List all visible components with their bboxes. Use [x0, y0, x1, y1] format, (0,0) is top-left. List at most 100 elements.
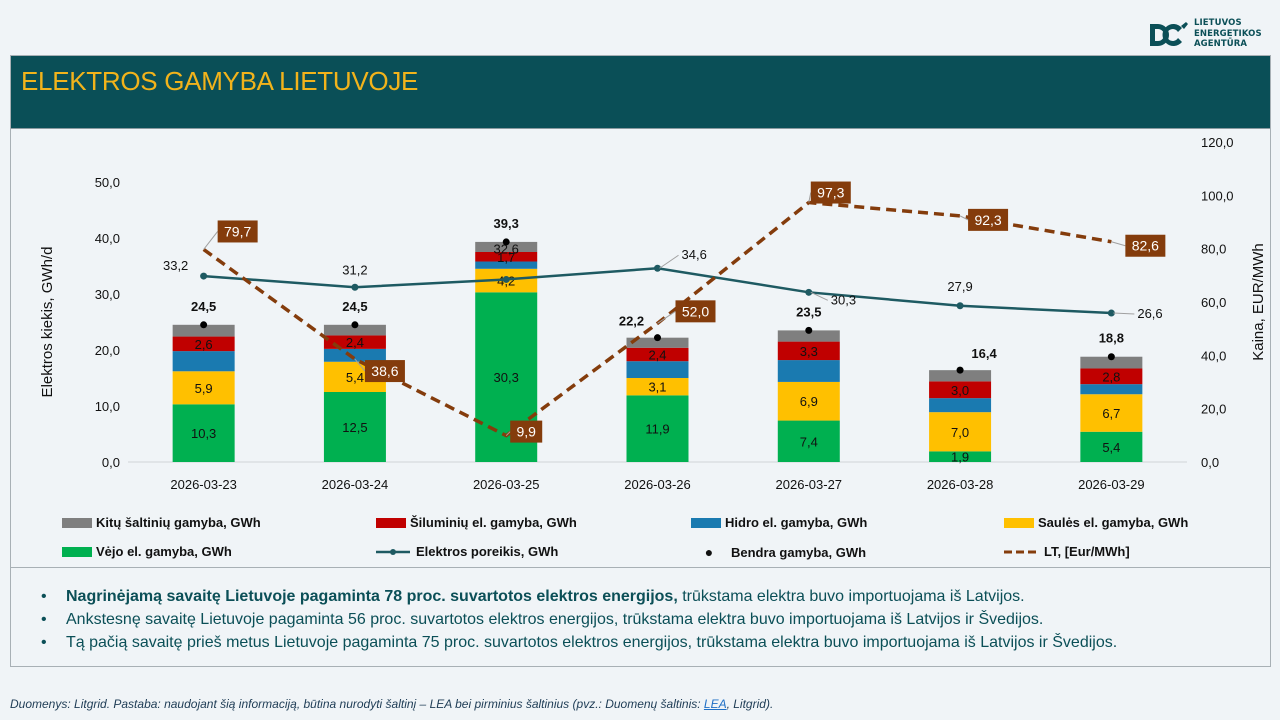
- demand-point: [654, 264, 661, 272]
- total-marker: [1107, 353, 1115, 361]
- footer-note: Duomenys: Litgrid. Pastaba: naudojant ši…: [10, 697, 773, 711]
- total-marker: [956, 366, 964, 374]
- lea-logo-text: LIETUVOS ENERGETIKOS AGENTŪRA: [1194, 18, 1262, 50]
- bar-segment-thermal: [777, 341, 840, 361]
- total-marker: [654, 334, 661, 342]
- price-label: 79,7: [224, 223, 251, 239]
- price-label-box: [968, 208, 1009, 231]
- legend-swatch-icon: [1004, 517, 1034, 528]
- bar-segment-thermal: [1080, 368, 1143, 385]
- legend-label: Vėjo el. gamyba, GWh: [96, 544, 232, 559]
- legend-swatch-icon: [376, 517, 406, 528]
- demand-point: [351, 283, 359, 291]
- legend-item-other: Kitų šaltinių gamyba, GWh: [62, 515, 261, 530]
- bar-label-thermal: 3,3: [800, 344, 818, 359]
- legend-label: Saulės el. gamyba, GWh: [1038, 515, 1189, 530]
- x-tick-label: 2026-03-23: [170, 477, 237, 492]
- legend-label: Šiluminių el. gamyba, GWh: [410, 515, 577, 530]
- price-label: 9,9: [516, 424, 536, 440]
- bar-label-wind: 12,5: [342, 420, 367, 435]
- bar-segment-hydro: [626, 361, 689, 378]
- total-marker: [805, 326, 813, 334]
- y-right-tick-label: 20,0: [1201, 402, 1226, 417]
- price-leader-line: [657, 310, 676, 324]
- bar-segment-wind: [929, 451, 992, 462]
- legend-swatch-icon: [62, 517, 92, 528]
- note-item: Ankstesnę savaitę Lietuvoje pagaminta 56…: [41, 608, 1117, 631]
- bar-label-wind: 5,4: [1102, 440, 1120, 455]
- demand-label: 34,6: [682, 247, 707, 262]
- note-text: Tą pačią savaitę prieš metus Lietuvoje p…: [66, 634, 1118, 651]
- logo-line: ENERGETIKOS: [1194, 28, 1262, 39]
- legend-label: Bendra gamyba, GWh: [731, 544, 867, 560]
- note-item: Tą pačią savaitę prieš metus Lietuvoje p…: [41, 631, 1117, 654]
- price-leader-line: [203, 231, 219, 250]
- bar-label-wind: 30,3: [494, 370, 519, 385]
- total-label: 16,4: [971, 346, 997, 361]
- bar-label-thermal: 2,4: [648, 347, 666, 362]
- legend-item-demand: Elektros poreikis, GWh: [376, 544, 558, 559]
- bar-segment-solar: [929, 412, 992, 452]
- total-label: 39,3: [494, 216, 519, 231]
- bar-label-wind: 10,3: [191, 426, 216, 441]
- price-label-box: [1125, 234, 1166, 257]
- bar-segment-hydro: [475, 261, 538, 269]
- price-label: 97,3: [817, 185, 844, 201]
- bar-segment-solar: [626, 378, 689, 396]
- header-banner: ELEKTROS GAMYBA LIETUVOJE: [11, 56, 1270, 129]
- y-tick-label: 10,0: [95, 399, 120, 414]
- bar-label-solar: 7,0: [951, 425, 969, 440]
- demand-label: 33,2: [163, 258, 188, 273]
- lea-link[interactable]: LEA: [703, 697, 727, 711]
- y-tick-label: 30,0: [95, 287, 120, 302]
- price-label: 52,0: [682, 303, 709, 319]
- price-leader-line: [808, 192, 812, 203]
- footer-text-end: , Litgrid).: [726, 697, 774, 711]
- legend-label: Elektros poreikis, GWh: [416, 544, 559, 559]
- total-label: 24,5: [191, 299, 216, 314]
- demand-point: [956, 302, 964, 310]
- y-tick-label: 20,0: [95, 343, 120, 358]
- legend-label: Hidro el. gamyba, GWh: [725, 515, 868, 530]
- legend-item-total: ● Bendra gamyba, GWh: [691, 544, 866, 560]
- bar-label-solar: 3,1: [648, 380, 666, 395]
- price-label-box: [675, 300, 716, 323]
- y-axis-title: Elektros kiekis, GWh/d: [39, 247, 56, 398]
- demand-label: 31,2: [342, 262, 367, 277]
- demand-point: [1107, 309, 1115, 317]
- logo-line: LIETUVOS: [1194, 18, 1242, 28]
- y-tick-label: 40,0: [95, 231, 120, 246]
- legend-item-hydro: Hidro el. gamyba, GWh: [691, 515, 867, 530]
- bar-segment-wind: [777, 420, 840, 462]
- legend-dashed-line-icon: [1004, 550, 1038, 553]
- bar-segment-thermal: [172, 336, 235, 352]
- y-tick-label: 50,0: [95, 175, 120, 190]
- x-tick-label: 2026-03-25: [473, 477, 540, 492]
- bar-segment-wind: [323, 392, 386, 462]
- bar-segment-other: [626, 337, 689, 348]
- bar-label-thermal: 1,7: [497, 250, 515, 265]
- price-leader-line: [959, 215, 969, 221]
- bar-label-wind: 1,9: [951, 450, 969, 465]
- y-right-tick-label: 60,0: [1201, 295, 1226, 310]
- price-label: 82,6: [1132, 238, 1159, 254]
- y-right-axis-title: Kaina, EUR/MWh: [1250, 243, 1267, 361]
- bar-segment-solar: [1080, 394, 1143, 432]
- bar-label-thermal: 3,0: [951, 383, 969, 398]
- total-marker: [200, 321, 208, 329]
- bar-segment-solar: [172, 371, 235, 405]
- notes-panel: Nagrinėjamą savaitę Lietuvoje pagaminta …: [11, 567, 1270, 667]
- bar-segment-thermal: [626, 347, 689, 362]
- chart-legend: Kitų šaltinių gamyba, GWh Šiluminių el. g…: [0, 0, 1280, 560]
- total-label: 18,8: [1099, 331, 1124, 346]
- demand-leader-line: [1113, 312, 1135, 315]
- bar-segment-solar: [777, 381, 840, 421]
- legend-item-thermal: Šiluminių el. gamyba, GWh: [376, 515, 577, 530]
- bar-label-solar: 6,9: [800, 394, 818, 409]
- legend-dot-icon: ●: [704, 544, 714, 560]
- price-label-box: [364, 360, 405, 383]
- demand-label: 26,6: [1137, 306, 1162, 321]
- y-right-tick-label: 100,0: [1201, 188, 1234, 203]
- legend-swatch-icon: [691, 517, 721, 528]
- bar-label-solar: 5,9: [195, 381, 213, 396]
